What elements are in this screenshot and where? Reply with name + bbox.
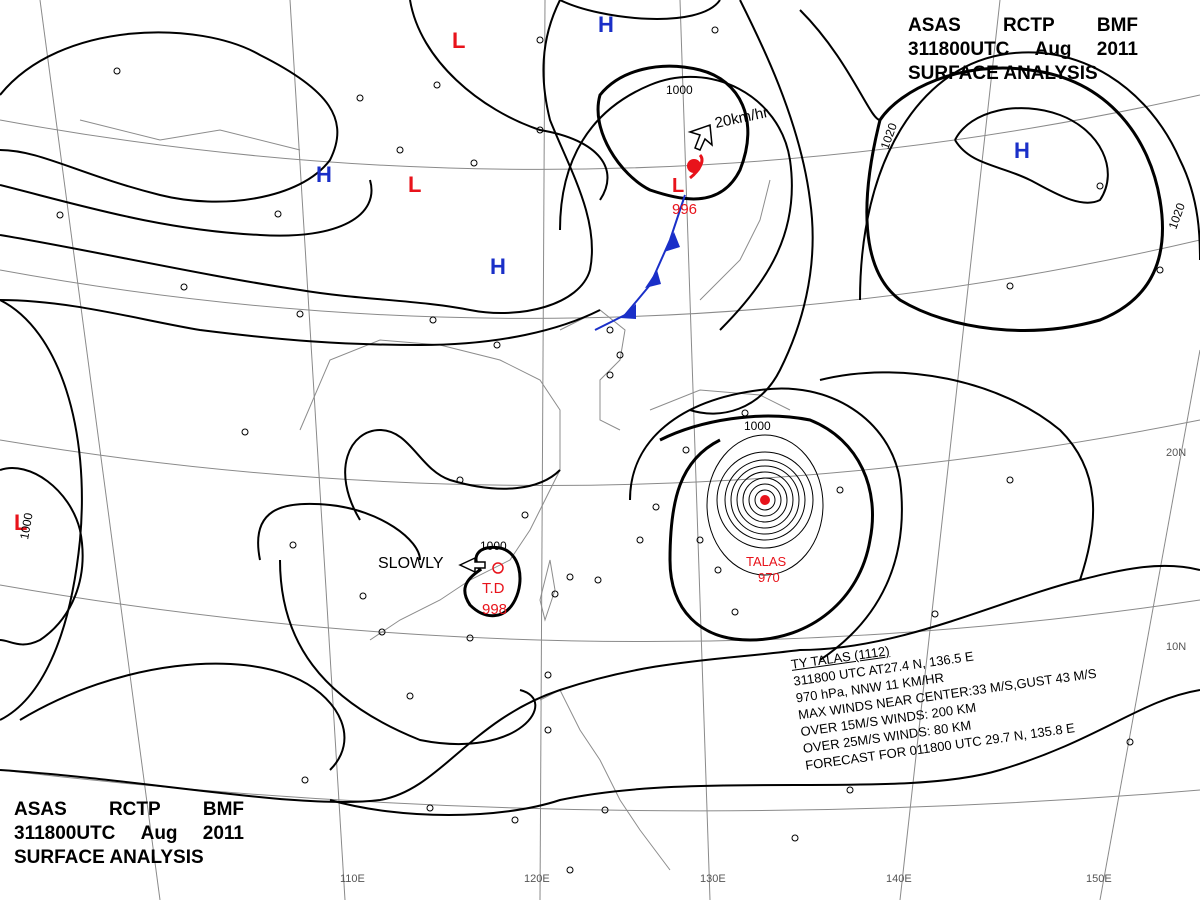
- low-ne-pressure: 996: [672, 201, 697, 218]
- title-station: ASAS: [14, 799, 67, 820]
- title-source: RCTP: [1002, 15, 1055, 36]
- high-icon: H: [598, 12, 614, 37]
- tropical-depression: T.D 998 SLOWLY: [378, 555, 507, 618]
- low-icon: L: [408, 172, 421, 197]
- high-icon: H: [1014, 138, 1030, 163]
- high-icon: H: [490, 254, 506, 279]
- title-block-bottom: ASAS RCTP BMF 311800UTC Aug 2011 SURFACE…: [14, 798, 244, 870]
- isobar-label-1000: 1000: [666, 83, 693, 97]
- title-code: BMF: [202, 799, 244, 820]
- typhoon-symbol: [760, 495, 770, 505]
- isobar-label-1000: 1000: [480, 539, 507, 553]
- lon-label-110e: 110E: [340, 873, 365, 885]
- station-plots: [56, 26, 1164, 874]
- title-analysis: SURFACE ANALYSIS: [908, 63, 1098, 84]
- low-ne-motion: 20km/hr: [713, 104, 770, 132]
- title-year: 2011: [1096, 39, 1138, 60]
- isobar-labels: 1000 1000 1000 1000 1020 1020: [17, 83, 1188, 553]
- td-label: T.D: [482, 580, 505, 597]
- typhoon-pressure: 970: [758, 570, 780, 585]
- low-icon: L: [14, 510, 27, 535]
- typhoon-isobars: [706, 434, 824, 576]
- pressure-centers: L L L H H H H: [14, 12, 1030, 535]
- lon-label-140e: 140E: [886, 873, 912, 885]
- lat-label-20n: 20N: [1166, 447, 1186, 459]
- title-station: ASAS: [908, 15, 961, 36]
- td-motion: SLOWLY: [378, 555, 444, 572]
- title-code: BMF: [1096, 15, 1138, 36]
- coastlines: [79, 119, 791, 871]
- isobar-label-1000: 1000: [744, 419, 771, 433]
- isobar-label-1020: 1020: [1166, 201, 1188, 231]
- title-source: RCTP: [108, 799, 161, 820]
- title-time: 311800UTC: [908, 39, 1010, 60]
- low-ne-letter: L: [672, 175, 684, 197]
- high-icon: H: [316, 162, 332, 187]
- lon-label-130e: 130E: [700, 873, 726, 885]
- low-icon: L: [452, 28, 465, 53]
- graticule-labels: 110E 120E 130E 140E 150E 20N 10N: [340, 447, 1186, 885]
- isobars: [0, 0, 1200, 816]
- motion-arrow: [458, 123, 713, 574]
- title-block-top: ASAS RCTP BMF 311800UTC Aug 2011 SURFACE…: [908, 14, 1138, 86]
- title-year: 2011: [202, 823, 244, 844]
- cold-front: [594, 153, 704, 331]
- lon-label-120e: 120E: [524, 873, 550, 885]
- title-time: 311800UTC: [14, 823, 116, 844]
- typhoon-name: TALAS: [746, 554, 787, 569]
- title-month: Aug: [140, 823, 178, 844]
- title-month: Aug: [1034, 39, 1072, 60]
- title-analysis: SURFACE ANALYSIS: [14, 847, 204, 868]
- lon-label-150e: 150E: [1086, 873, 1112, 885]
- isobar-label-1000: 1000: [17, 511, 35, 540]
- typhoon-labels: TALAS 970: [746, 554, 787, 585]
- td-pressure: 998: [482, 601, 507, 618]
- lat-label-10n: 10N: [1166, 641, 1186, 653]
